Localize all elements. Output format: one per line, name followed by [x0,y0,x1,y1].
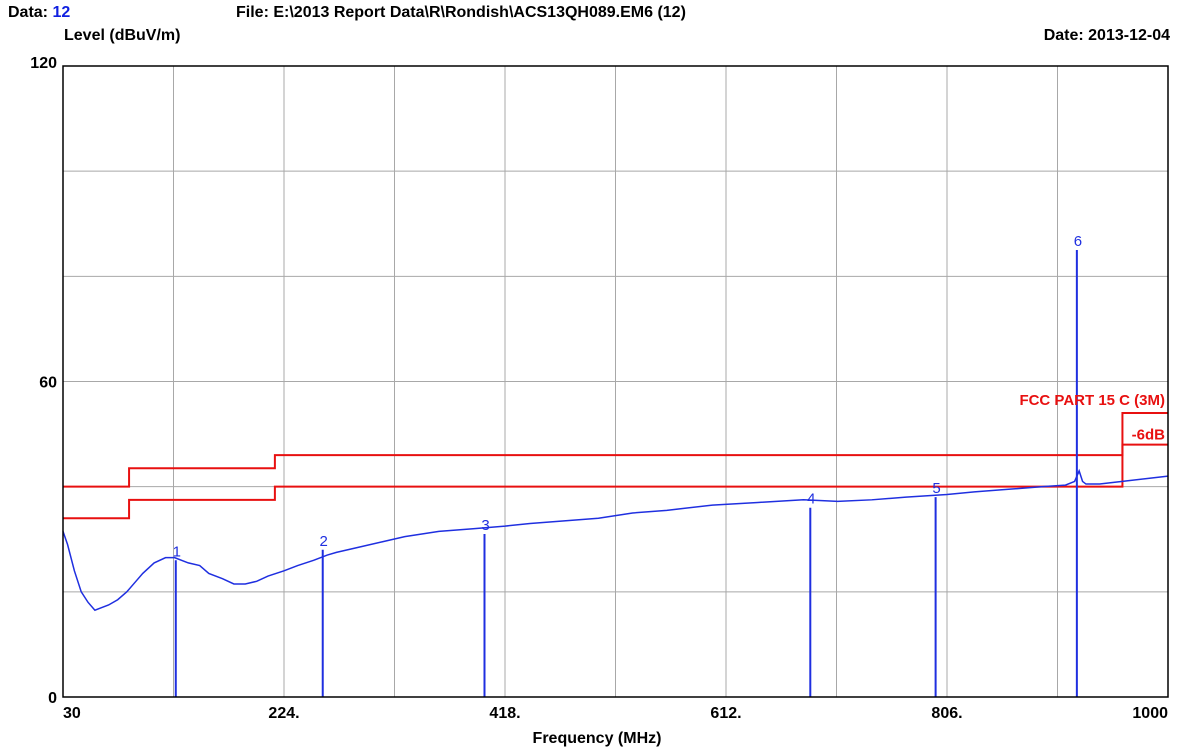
limit-line [63,412,1168,488]
limit-line-label: FCC PART 15 C (3M) [1019,392,1165,409]
x-tick-label: 612. [710,705,741,722]
x-tick-label: 30 [63,705,81,722]
marker-5-label: 5 [932,480,940,497]
y-axis-label: Level (dBuV/m) [64,27,181,44]
data-value: 12 [52,4,71,21]
date-label: Date: [1043,27,1084,44]
x-tick-label: 806. [931,705,962,722]
file-label: File: [236,4,269,21]
marker-4-label: 4 [807,491,815,508]
x-axis-label: Frequency (MHz) [532,730,662,747]
marker-6-label: 6 [1074,233,1082,250]
date-value: 2013-12-04 [1088,27,1170,44]
y-tick-label: 60 [39,375,57,392]
data-label: Data: [8,4,49,21]
marker-2-label: 2 [320,533,328,550]
file-field: File: E:\2013 Report Data\R\Rondish\ACS1… [236,4,686,22]
plot-frame [62,65,1169,698]
data-field: Data: 12 [8,4,70,22]
marker-3-label: 3 [481,517,489,534]
y-tick-label: 120 [30,55,57,72]
x-tick-label: 418. [489,705,520,722]
margin-line-label: -6dB [1132,427,1166,444]
measurement-trace [62,468,1169,612]
x-tick-label: 1000 [1132,705,1168,722]
date-field: Date: 2013-12-04 [1044,27,1170,45]
file-path: E:\2013 Report Data\R\Rondish\ACS13QH089… [273,4,686,21]
y-tick-label: 0 [48,690,57,707]
margin-line [63,443,1168,520]
x-tick-label: 224. [268,705,299,722]
marker-1-label: 1 [173,543,181,560]
